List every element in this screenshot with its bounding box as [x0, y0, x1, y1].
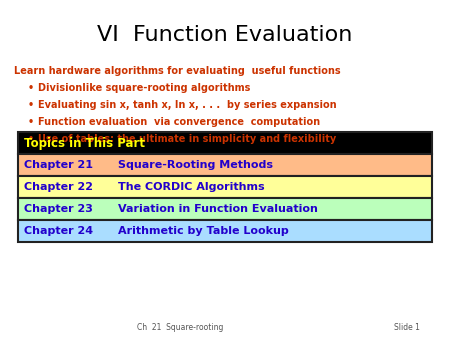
Text: •: •: [28, 83, 34, 93]
Text: Divisionlike square-rooting algorithms: Divisionlike square-rooting algorithms: [38, 83, 250, 93]
Text: •: •: [28, 134, 34, 144]
Text: Ch  21  Square-rooting: Ch 21 Square-rooting: [137, 323, 223, 332]
Text: Square-Rooting Methods: Square-Rooting Methods: [118, 160, 273, 170]
Text: Variation in Function Evaluation: Variation in Function Evaluation: [118, 204, 318, 214]
Text: Chapter 21: Chapter 21: [24, 160, 93, 170]
Text: •: •: [28, 100, 34, 110]
Text: The CORDIC Algorithms: The CORDIC Algorithms: [118, 182, 265, 192]
Text: Learn hardware algorithms for evaluating  useful functions: Learn hardware algorithms for evaluating…: [14, 66, 341, 76]
Text: VI  Function Evaluation: VI Function Evaluation: [97, 25, 353, 45]
Bar: [18, 220, 432, 242]
Text: •: •: [28, 117, 34, 127]
Text: Chapter 23: Chapter 23: [24, 204, 93, 214]
Text: Evaluating sin x, tanh x, ln x, . . .  by series expansion: Evaluating sin x, tanh x, ln x, . . . by…: [38, 100, 337, 110]
Text: Chapter 24: Chapter 24: [24, 226, 93, 236]
Text: Chapter 22: Chapter 22: [24, 182, 93, 192]
Bar: [18, 176, 432, 198]
Bar: [18, 154, 432, 176]
Bar: [18, 198, 432, 220]
Text: Use of tables: the ultimate in simplicity and flexibility: Use of tables: the ultimate in simplicit…: [38, 134, 336, 144]
Bar: [18, 132, 432, 154]
Text: Function evaluation  via convergence  computation: Function evaluation via convergence comp…: [38, 117, 320, 127]
Text: Slide 1: Slide 1: [394, 323, 420, 332]
Text: Arithmetic by Table Lookup: Arithmetic by Table Lookup: [118, 226, 289, 236]
Text: Topics in This Part: Topics in This Part: [24, 137, 145, 149]
